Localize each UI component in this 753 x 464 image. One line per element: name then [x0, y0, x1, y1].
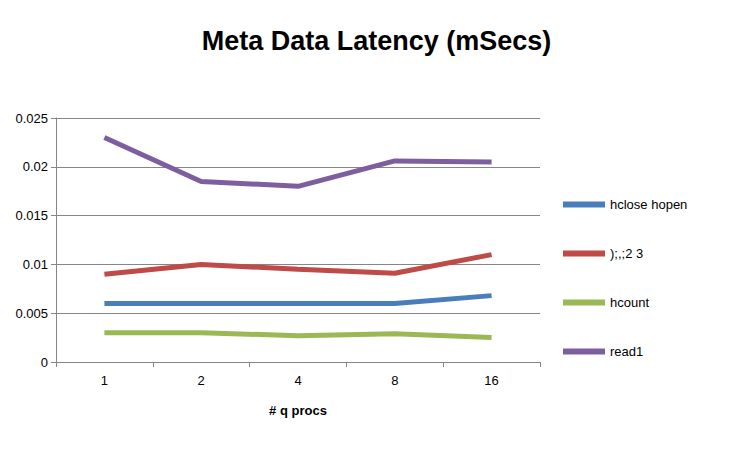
svg-text:0.01: 0.01 — [23, 257, 48, 272]
svg-text:16: 16 — [484, 373, 498, 388]
svg-text:0.005: 0.005 — [15, 306, 48, 321]
svg-text:# q procs: # q procs — [269, 403, 327, 418]
svg-text:8: 8 — [391, 373, 398, 388]
svg-text:1: 1 — [101, 373, 108, 388]
svg-text:hclose hopen: hclose hopen — [610, 197, 687, 212]
svg-text:read1: read1 — [610, 344, 643, 359]
svg-text:Meta Data Latency (mSecs): Meta Data Latency (mSecs) — [202, 26, 552, 56]
svg-text:4: 4 — [294, 373, 301, 388]
svg-text:0.025: 0.025 — [15, 111, 48, 126]
svg-text:);,;2 3: );,;2 3 — [610, 246, 643, 261]
svg-text:0.02: 0.02 — [23, 159, 48, 174]
svg-text:0: 0 — [41, 355, 48, 370]
svg-text:0.015: 0.015 — [15, 208, 48, 223]
svg-text:2: 2 — [198, 373, 205, 388]
svg-text:hcount: hcount — [610, 295, 649, 310]
